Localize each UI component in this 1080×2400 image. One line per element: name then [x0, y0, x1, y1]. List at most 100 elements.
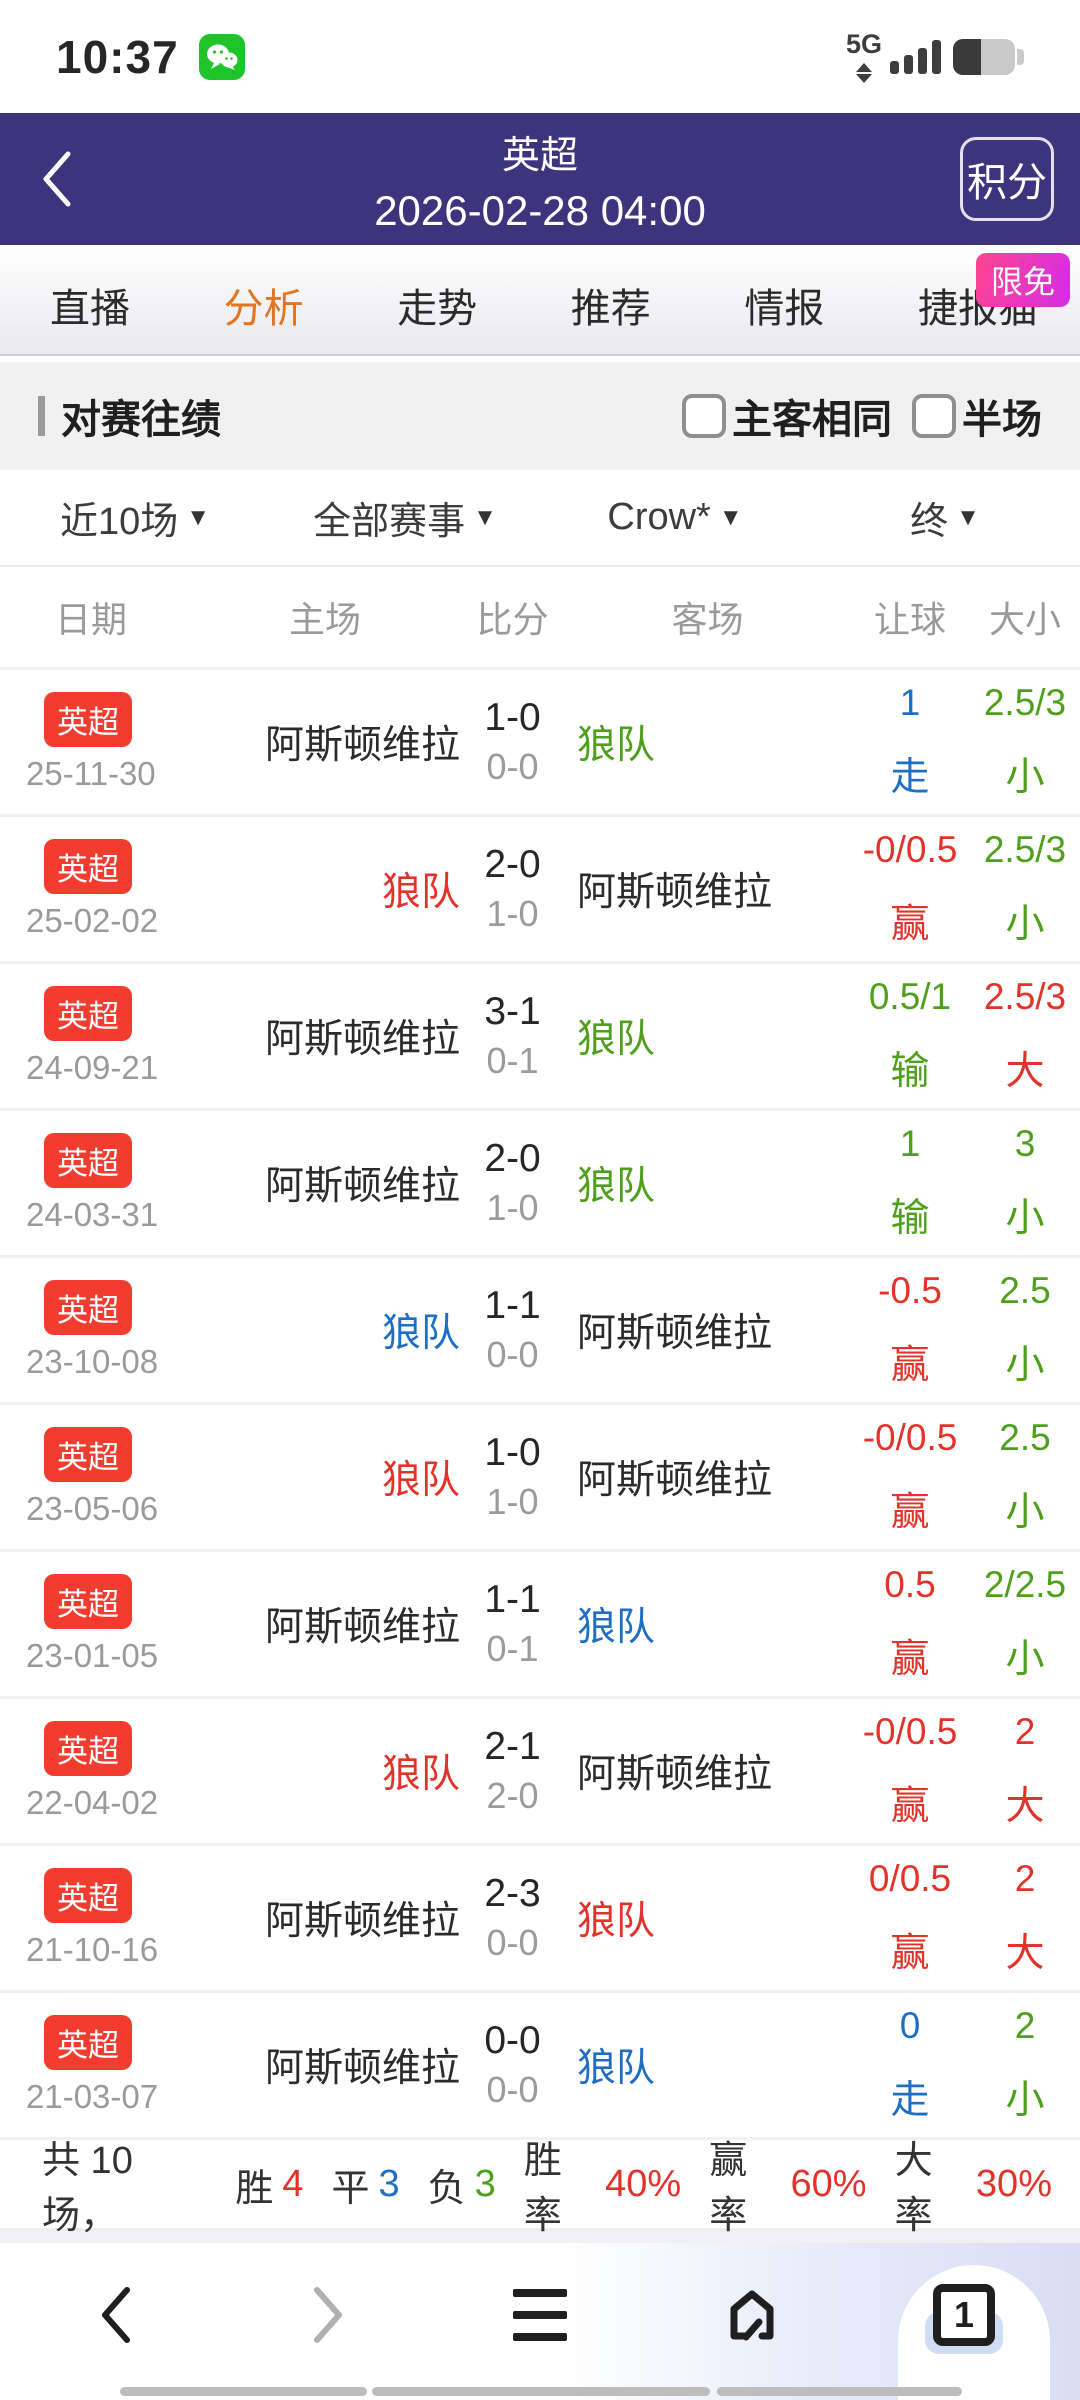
nav-forward-button[interactable]	[293, 2280, 363, 2350]
handicap-cell: -0/0.5 赢	[850, 1405, 970, 1549]
checkbox-group-2[interactable]: 半场	[912, 387, 1042, 445]
network-indicator: 5G	[846, 30, 882, 83]
home-team: 狼队	[381, 871, 460, 914]
summary-stat-label: 胜	[235, 2167, 274, 2210]
dropdown-caret-icon: ▼	[186, 503, 211, 531]
table-row[interactable]: 英超 23-10-08 狼队 1-1 0-0 阿斯顿维拉 -0.5 赢 2.5 …	[0, 1258, 1080, 1405]
handicap-result: 输	[890, 1197, 930, 1240]
h2h-filter-row: 近10场 ▼ 全部赛事 ▼ Crow* ▼ 终 ▼	[0, 470, 1080, 567]
table-row[interactable]: 英超 23-05-06 狼队 1-0 1-0 阿斯顿维拉 -0/0.5 赢 2.…	[0, 1405, 1080, 1552]
overunder-line: 2.5/3	[983, 682, 1067, 723]
league-badge: 英超	[44, 1426, 132, 1482]
overunder-cell: 2.5/3 大	[970, 964, 1080, 1108]
checkbox-group-1[interactable]: 主客相同	[682, 387, 892, 445]
tab-1[interactable]: 直播	[50, 276, 130, 334]
filter-label: 近10场	[59, 501, 179, 543]
chevron-left-icon	[102, 2286, 130, 2343]
h2h-section-header: 对赛往绩 主客相同 半场	[0, 362, 1080, 470]
table-row[interactable]: 英超 25-11-30 阿斯顿维拉 1-0 0-0 狼队 1 走 2.5/3 小	[0, 670, 1080, 817]
half-time-score: 0-0	[486, 1334, 539, 1375]
match-date: 25-11-30	[26, 754, 156, 792]
home-team: 狼队	[381, 1459, 460, 1502]
column-header: 让球	[873, 599, 946, 640]
table-row[interactable]: 英超 22-04-02 狼队 2-1 2-0 阿斯顿维拉 -0/0.5 赢 2 …	[0, 1699, 1080, 1846]
match-date: 25-02-02	[26, 901, 159, 939]
full-time-score: 3-1	[484, 990, 541, 1033]
table-row[interactable]: 英超 24-09-21 阿斯顿维拉 3-1 0-1 狼队 0.5/1 输 2.5…	[0, 964, 1080, 1111]
away-team: 狼队	[577, 1018, 656, 1061]
full-time-score: 1-1	[484, 1284, 541, 1327]
full-time-score: 0-0	[484, 2019, 541, 2062]
checkbox-icon[interactable]	[682, 394, 726, 438]
handicap-line: 0	[899, 2005, 921, 2046]
handicap-cell: 0.5/1 输	[850, 964, 970, 1108]
standings-button[interactable]: 积分	[960, 137, 1054, 221]
overunder-cell: 2 小	[970, 1993, 1080, 2137]
full-time-score: 2-3	[484, 1872, 541, 1915]
handicap-result: 赢	[890, 1638, 930, 1681]
handicap-result: 赢	[890, 903, 930, 946]
table-row[interactable]: 英超 25-02-02 狼队 2-0 1-0 阿斯顿维拉 -0/0.5 赢 2.…	[0, 817, 1080, 964]
nav-home-button[interactable]	[717, 2280, 787, 2350]
filter-dropdown-3[interactable]: Crow* ▼	[540, 496, 810, 539]
nav-tabs-button[interactable]: 1	[925, 2280, 1003, 2354]
back-button[interactable]	[26, 144, 86, 214]
summary-stat-value: 3	[378, 2162, 400, 2205]
overunder-result: 大	[1005, 1932, 1045, 1975]
summary-stat-label: 赢率	[709, 2140, 748, 2237]
tab-5[interactable]: 情报	[744, 276, 824, 334]
battery-nub	[1017, 48, 1024, 65]
full-time-score: 1-0	[484, 1431, 541, 1474]
filter-label: Crow*	[607, 496, 711, 538]
half-time-score: 1-0	[486, 1481, 539, 1522]
filter-dropdown-4[interactable]: 终 ▼	[810, 490, 1080, 545]
half-time-score: 1-0	[486, 1187, 539, 1228]
handicap-cell: -0.5 赢	[850, 1258, 970, 1402]
handicap-line: 0.5	[884, 1564, 936, 1605]
home-team: 阿斯顿维拉	[264, 1606, 460, 1649]
filter-dropdown-1[interactable]: 近10场 ▼	[0, 490, 270, 545]
overunder-cell: 2/2.5 小	[970, 1552, 1080, 1696]
overunder-cell: 2 大	[970, 1846, 1080, 1990]
nav-menu-button[interactable]	[505, 2280, 575, 2350]
overunder-result: 小	[1005, 1491, 1045, 1534]
checkbox-icon[interactable]	[912, 394, 956, 438]
h2h-checkbox-group: 主客相同 半场	[682, 387, 1042, 445]
overunder-result: 小	[1005, 903, 1045, 946]
table-row[interactable]: 英超 21-10-16 阿斯顿维拉 2-3 0-0 狼队 0/0.5 赢 2 大	[0, 1846, 1080, 1993]
match-date: 23-10-08	[26, 1342, 159, 1380]
table-row[interactable]: 英超 23-01-05 阿斯顿维拉 1-1 0-1 狼队 0.5 赢 2/2.5…	[0, 1552, 1080, 1699]
tab-4[interactable]: 推荐	[571, 276, 651, 334]
summary-stat-value: 3	[474, 2162, 496, 2205]
away-team: 狼队	[577, 2047, 656, 2090]
home-team: 阿斯顿维拉	[264, 1018, 460, 1061]
league-badge: 英超	[44, 1573, 132, 1629]
tab-2[interactable]: 分析	[224, 276, 304, 334]
home-team: 阿斯顿维拉	[264, 724, 460, 767]
overunder-line: 3	[1014, 1123, 1036, 1164]
tab-count-icon: 1	[933, 2283, 995, 2346]
column-header: 大小	[988, 599, 1061, 640]
filter-dropdown-2[interactable]: 全部赛事 ▼	[270, 490, 540, 545]
match-date: 23-05-06	[26, 1489, 159, 1527]
data-activity-icon	[855, 62, 872, 83]
away-team: 狼队	[577, 1165, 656, 1208]
tab-3[interactable]: 走势	[397, 276, 477, 334]
table-row[interactable]: 英超 24-03-31 阿斯顿维拉 2-0 1-0 狼队 1 输 3 小	[0, 1111, 1080, 1258]
column-header: 主场	[288, 599, 361, 640]
table-row[interactable]: 英超 21-03-07 阿斯顿维拉 0-0 0-0 狼队 0 走 2 小	[0, 1993, 1080, 2140]
match-date: 21-10-16	[26, 1930, 159, 1968]
half-time-score: 1-0	[486, 893, 539, 934]
handicap-result: 赢	[890, 1491, 930, 1534]
overunder-result: 大	[1005, 1785, 1045, 1828]
tab-bar: 直播 分析 走势 推荐 情报 捷报猫 限免	[0, 245, 1080, 356]
home-team: 阿斯顿维拉	[264, 2047, 460, 2090]
handicap-line: -0.5	[878, 1270, 942, 1311]
handicap-line: 1	[899, 682, 921, 723]
summary-stat-label: 平	[331, 2167, 370, 2210]
home-icon	[730, 2290, 774, 2340]
overunder-line: 2.5	[999, 1417, 1051, 1458]
summary-stat-value: 30%	[975, 2162, 1052, 2205]
summary-stat-value: 60%	[790, 2162, 867, 2205]
nav-back-button[interactable]	[81, 2280, 151, 2350]
